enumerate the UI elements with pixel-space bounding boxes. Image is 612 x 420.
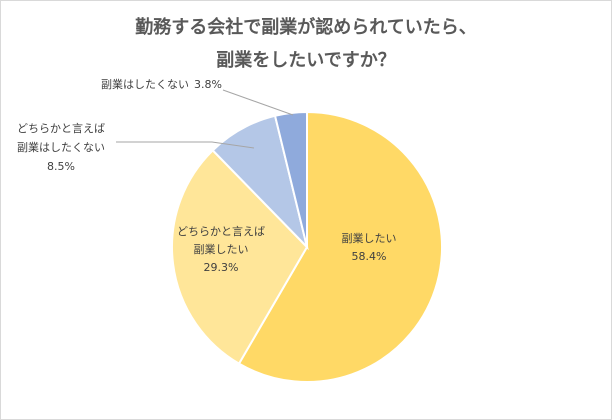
data-label-value: 8.5% [47, 160, 75, 173]
data-label-category: どちらかと言えば [17, 122, 105, 135]
chart-title-line-1: 勤務する会社で副業が認められていたら、 [135, 17, 477, 38]
data-label-value: 3.8% [194, 78, 222, 91]
leader-line-3 [116, 141, 255, 149]
pie-slice-2 [171, 148, 309, 365]
data-label-category: どちらかと言えば [177, 225, 265, 238]
chart-title-line-2: 副業をしたいですか？ [216, 50, 396, 71]
data-label-category: 副業はしたくない [17, 141, 105, 154]
pie-slice-1 [237, 110, 443, 383]
data-label-3: どちらかと言えば副業はしたくない 8.5% [17, 122, 105, 173]
data-label-1: 副業したい 58.4% [342, 232, 397, 263]
data-label-value: 58.4% [352, 250, 387, 263]
pie-slice-4 [273, 110, 308, 248]
data-label-4: 副業はしたくない 3.8% [101, 78, 222, 91]
data-label-2: どちらかと言えば副業したい 29.3% [177, 225, 265, 274]
data-label-category: 副業したい [342, 232, 397, 245]
chart-title: 勤務する会社で副業が認められていたら、 副業をしたいですか？ [1, 11, 611, 77]
leader-line-4 [222, 89, 294, 116]
data-label-category: 副業したい [194, 243, 249, 256]
data-label-category: 副業はしたくない [101, 78, 189, 91]
data-label-value: 29.3% [204, 261, 239, 274]
